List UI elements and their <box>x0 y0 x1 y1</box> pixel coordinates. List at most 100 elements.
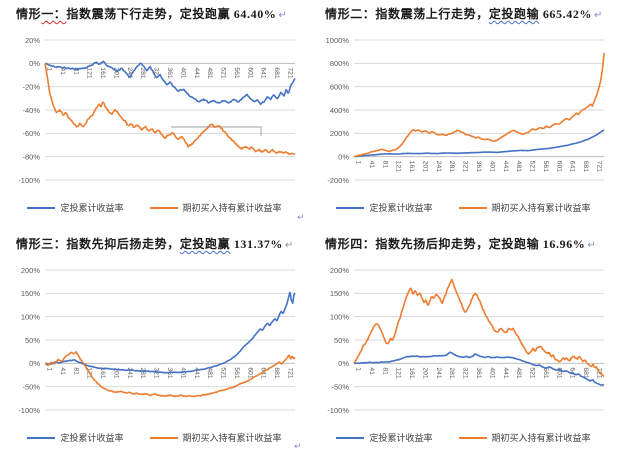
x-tick-label: 681 <box>582 161 589 173</box>
title-text: 131.37% <box>230 237 284 251</box>
paragraph-return-mark: ↵ <box>278 10 288 21</box>
x-tick-label: 41 <box>368 161 375 169</box>
x-tick-label: 81 <box>381 161 388 169</box>
chart-canvas-scenario-1[interactable]: 20% 0% -20% -40% -60% -80% -100% 1 41 81 121 161 201… <box>3 28 306 196</box>
dca-return-line <box>353 351 605 386</box>
x-tick-label: 241 <box>126 367 133 379</box>
legend-item-dca: 定投累计收益率 <box>336 201 433 214</box>
legend-label-dca: 定投累计收益率 <box>369 433 433 443</box>
chart-canvas-scenario-4[interactable]: 200% 150% 100% 50% 0% -50% -100% 1 41 81 121 161 201… <box>312 258 615 426</box>
x-tick-label: 641 <box>569 161 576 173</box>
y-tick-label: -20% <box>22 82 40 91</box>
buyhold-line-swatch <box>458 436 487 439</box>
legend-label-buyhold: 期初买入持有累计收益率 <box>491 203 591 213</box>
buyhold-line-swatch <box>149 436 178 439</box>
legend-item-dca: 定投累计收益率 <box>27 431 124 444</box>
x-tick-label: 601 <box>246 67 253 79</box>
y-tick-label: 50% <box>334 336 349 345</box>
chart-title-scenario-3: 情形三：指数先抑后扬走势，定投跑赢 131.37% ↵ <box>16 235 294 252</box>
x-tick-label: 481 <box>515 367 522 379</box>
legend-item-buyhold: 期初买入持有累计收益率 <box>458 431 591 444</box>
x-tick-label: 41 <box>368 367 375 375</box>
buyhold-return-line <box>353 53 605 158</box>
chart-panel-scenario-2: 情形二：指数震荡上行走势，定投跑输 665.42% ↵ 1000% 800% 600%… <box>309 0 618 230</box>
chart-legend: 定投累计收益率 期初买入持有累计收益率 <box>309 201 618 214</box>
chart-canvas-scenario-3[interactable]: 200%150%100%50%0%-50%-100%1 41 81 121 161 201… <box>3 258 306 426</box>
paragraph-return-mark: ↵ <box>294 442 302 452</box>
x-tick-label: 1 <box>46 367 53 371</box>
y-tick-label: -80% <box>22 152 40 161</box>
y-tick-label: 0% <box>29 59 40 68</box>
x-tick-label: 681 <box>273 67 280 79</box>
x-tick-label: 41 <box>59 67 66 75</box>
x-tick-label: 561 <box>542 161 549 173</box>
x-tick-label: 401 <box>179 67 186 79</box>
x-tick-label: 321 <box>153 367 160 379</box>
dca-line-swatch <box>27 436 56 439</box>
x-tick-label: 81 <box>381 367 388 375</box>
x-tick-label: 121 <box>395 161 402 173</box>
x-tick-label: 521 <box>529 367 536 379</box>
chart-title-scenario-2: 情形二：指数震荡上行走势，定投跑输 665.42% ↵ <box>325 5 603 22</box>
title-text: 指数震荡下行走势，定投跑赢 64.40% <box>66 7 277 21</box>
y-tick-label: 20% <box>25 36 40 45</box>
x-tick-label: 561 <box>542 367 549 379</box>
x-tick-label: 81 <box>72 367 79 375</box>
y-tick-label: 200% <box>330 129 350 138</box>
x-tick-label: 201 <box>112 67 119 79</box>
chart-legend: 定投累计收益率 期初买入持有累计收益率 <box>309 431 618 444</box>
legend-label-buyhold: 期初买入持有累计收益率 <box>182 203 282 213</box>
x-tick-label: 241 <box>126 67 133 79</box>
x-tick-label: 561 <box>233 67 240 79</box>
x-tick-label: 281 <box>448 367 455 379</box>
dca-return-line <box>44 60 296 106</box>
buyhold-return-line <box>44 63 296 156</box>
y-tick-label: -100% <box>327 406 349 415</box>
chart-canvas-scenario-2[interactable]: 1000% 800% 600% 400% 200% 0% -200% 1 41 81 121 161 2… <box>312 28 615 196</box>
x-tick-label: 641 <box>260 367 267 379</box>
x-tick-label: 721 <box>286 367 293 379</box>
x-tick-label: 281 <box>139 67 146 79</box>
dca-line-swatch <box>336 206 365 209</box>
x-tick-label: 321 <box>153 67 160 79</box>
x-tick-label: 401 <box>488 367 495 379</box>
title-text: 665.42% <box>539 7 593 21</box>
x-tick-label: 161 <box>99 67 106 79</box>
paragraph-return-mark: ↵ <box>594 10 604 21</box>
y-tick-label: 200% <box>330 266 350 275</box>
y-tick-label: 800% <box>330 59 350 68</box>
x-tick-label: 1 <box>355 161 362 165</box>
x-tick-label: 401 <box>179 367 186 379</box>
x-tick-label: 321 <box>462 161 469 173</box>
x-tick-label: 601 <box>555 161 562 173</box>
x-tick-label: 361 <box>166 67 173 79</box>
chart-title-scenario-4: 情形四：指数先扬后抑走势，定投跑输 16.96% ↵ <box>325 235 596 252</box>
x-tick-label: 681 <box>273 367 280 379</box>
x-tick-label: 601 <box>555 367 562 379</box>
x-tick-label: 441 <box>193 367 200 379</box>
x-tick-label: 1 <box>46 67 53 71</box>
legend-label-dca: 定投累计收益率 <box>369 203 433 213</box>
buyhold-line-swatch <box>149 206 178 209</box>
x-tick-label: 561 <box>233 367 240 379</box>
y-tick-label: 600% <box>330 82 350 91</box>
y-tick-label: -100% <box>18 176 40 185</box>
dca-line-swatch <box>27 206 56 209</box>
title-text: 定投跑赢 <box>179 237 231 251</box>
chart-legend: 定投累计收益率 期初买入持有累计收益率 <box>0 431 309 444</box>
title-text: 定投跑输 <box>488 7 540 21</box>
y-tick-label: 150% <box>330 289 350 298</box>
chart-panel-scenario-1: 情形一：指数震荡下行走势，定投跑赢 64.40% ↵ 20% 0% -20% -40% -… <box>0 0 309 230</box>
x-tick-label: 161 <box>408 367 415 379</box>
y-tick-label: 400% <box>330 106 350 115</box>
x-tick-label: 361 <box>475 161 482 173</box>
buyhold-return-line <box>44 351 296 398</box>
chart-title-scenario-1: 情形一：指数震荡下行走势，定投跑赢 64.40% ↵ <box>16 5 287 22</box>
x-tick-label: 281 <box>139 367 146 379</box>
x-tick-label: 321 <box>462 367 469 379</box>
x-tick-label: 241 <box>435 161 442 173</box>
x-tick-label: 481 <box>515 161 522 173</box>
dca-return-line <box>44 291 296 374</box>
tooltip-artifact-line <box>171 126 262 136</box>
